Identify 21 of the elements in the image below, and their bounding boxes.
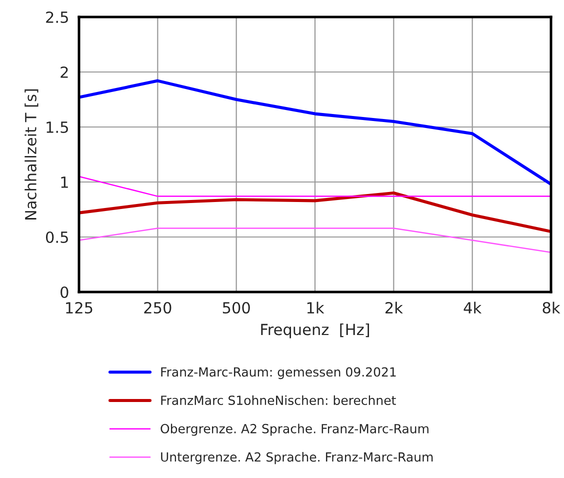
y-tick-label: 1.5 — [46, 122, 68, 134]
legend-label: Obergrenze. A2 Sprache. Franz-Marc-Raum — [160, 424, 428, 436]
x-tick-label: 8k — [542, 302, 560, 314]
y-tick-label: 0 — [60, 286, 68, 298]
x-tick-label: 2k — [386, 302, 403, 314]
x-tick-label: 125 — [66, 302, 92, 314]
x-tick-label: 1k — [307, 302, 324, 314]
y-tick-label: 1 — [61, 176, 68, 188]
y-tick-label: 2 — [60, 66, 68, 78]
legend-label: FranzMarc S1ohneNischen: berechnet — [161, 395, 396, 406]
line-series — [79, 191, 551, 234]
x-axis-title: Frequenz [Hz] — [261, 323, 370, 338]
line-series — [79, 79, 551, 186]
legend-label: Franz-Marc-Raum: gemessen 09.2021 — [161, 367, 396, 380]
legend-label: Untergrenze. A2 Sprache. Franz-Marc-Raum — [161, 452, 433, 464]
y-axis-title: Nachhallzeit T [s] — [24, 89, 38, 220]
x-tick-label: 500 — [222, 302, 250, 314]
y-tick-label: 0.5 — [46, 231, 68, 244]
x-tick-label: 250 — [144, 302, 172, 314]
y-tick-label: 2.5 — [46, 11, 68, 24]
x-tick-label: 4k — [464, 302, 482, 314]
